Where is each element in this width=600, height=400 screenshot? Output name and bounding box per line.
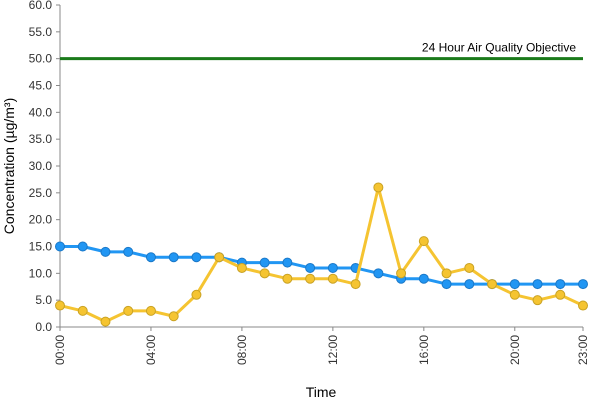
reference-line-label: 24 Hour Air Quality Objective bbox=[422, 41, 576, 55]
series-2-point bbox=[259, 268, 270, 279]
y-tick-label: 25.0 bbox=[29, 186, 53, 200]
y-tick-label: 30.0 bbox=[29, 159, 53, 173]
y-axis-title: Concentration (µg/m³) bbox=[1, 98, 17, 234]
x-tick-label: 16:00 bbox=[417, 335, 431, 365]
y-tick-label: 60.0 bbox=[29, 0, 53, 12]
y-tick-label: 5.0 bbox=[35, 293, 52, 307]
series-1-point bbox=[418, 273, 429, 284]
series-2-point bbox=[282, 273, 293, 284]
series-1-point bbox=[532, 279, 543, 290]
y-tick-label: 50.0 bbox=[29, 52, 53, 66]
series-2-point bbox=[55, 300, 65, 311]
series-1-point bbox=[441, 279, 452, 290]
series-2-point bbox=[555, 289, 566, 300]
y-tick-label: 35.0 bbox=[29, 132, 53, 146]
series-2-point bbox=[77, 305, 88, 316]
y-tick-label: 45.0 bbox=[29, 79, 53, 93]
series-1-point bbox=[259, 257, 270, 268]
x-tick-label: 20:00 bbox=[508, 335, 522, 365]
reference-line-group: 24 Hour Air Quality Objective bbox=[60, 41, 583, 61]
series-2-point bbox=[441, 268, 452, 279]
series-2-point bbox=[578, 300, 588, 311]
series-2-point bbox=[123, 305, 134, 316]
series-1-point bbox=[464, 279, 475, 290]
series-2-point bbox=[418, 236, 429, 247]
series-2-point bbox=[100, 316, 111, 327]
y-tick-label: 15.0 bbox=[29, 240, 53, 254]
series-2-point bbox=[168, 311, 179, 322]
series-1-point bbox=[282, 257, 293, 268]
series-2-point bbox=[236, 262, 247, 273]
x-tick-label: 04:00 bbox=[144, 335, 158, 365]
y-tick-labels: 0.0 5.0 10.0 15.0 20.0 25.0 30.0 35.0 40.0 45.0 50… bbox=[29, 0, 60, 334]
series-1-point bbox=[100, 246, 111, 257]
y-tick-label: 20.0 bbox=[29, 213, 53, 227]
series-2-point bbox=[214, 252, 225, 263]
series-1-point bbox=[123, 246, 134, 257]
series-2-point bbox=[350, 279, 361, 290]
series-2-point bbox=[305, 273, 316, 284]
series-1-point bbox=[305, 262, 316, 273]
series-1-point bbox=[555, 279, 566, 290]
x-tick-label: 12:00 bbox=[326, 335, 340, 365]
x-tick-label: 23:00 bbox=[576, 335, 590, 365]
y-tick-label: 40.0 bbox=[29, 105, 53, 119]
series-2-point bbox=[464, 262, 475, 273]
series-layer bbox=[55, 182, 588, 327]
series-2-point bbox=[532, 295, 543, 306]
series-1-point bbox=[168, 252, 179, 263]
series-1-point bbox=[77, 241, 88, 252]
series-1-point bbox=[191, 252, 202, 263]
series-2-point bbox=[487, 279, 498, 290]
series-2-point bbox=[396, 268, 407, 279]
series-2-point bbox=[327, 273, 338, 284]
series-1-point bbox=[145, 252, 156, 263]
y-tick-label: 0.0 bbox=[35, 320, 52, 334]
x-axis-title: Time bbox=[306, 384, 337, 400]
y-tick-label: 55.0 bbox=[29, 25, 53, 39]
series-2-point bbox=[509, 289, 520, 300]
x-tick-label: 08:00 bbox=[235, 335, 249, 365]
series-1-point bbox=[509, 279, 520, 290]
series-1-point bbox=[55, 241, 65, 252]
y-tick-label: 10.0 bbox=[29, 266, 53, 280]
x-tick-labels: 00:00 04:00 08:00 12:00 16:00 20:00 23:00 bbox=[53, 327, 590, 365]
series-1-point bbox=[373, 268, 384, 279]
x-tick-label: 00:00 bbox=[53, 335, 67, 365]
series-1-point bbox=[327, 262, 338, 273]
series-2-point bbox=[373, 182, 384, 193]
series-1-point bbox=[578, 279, 588, 290]
series-2-point bbox=[145, 305, 156, 316]
series-2-point bbox=[191, 289, 202, 300]
